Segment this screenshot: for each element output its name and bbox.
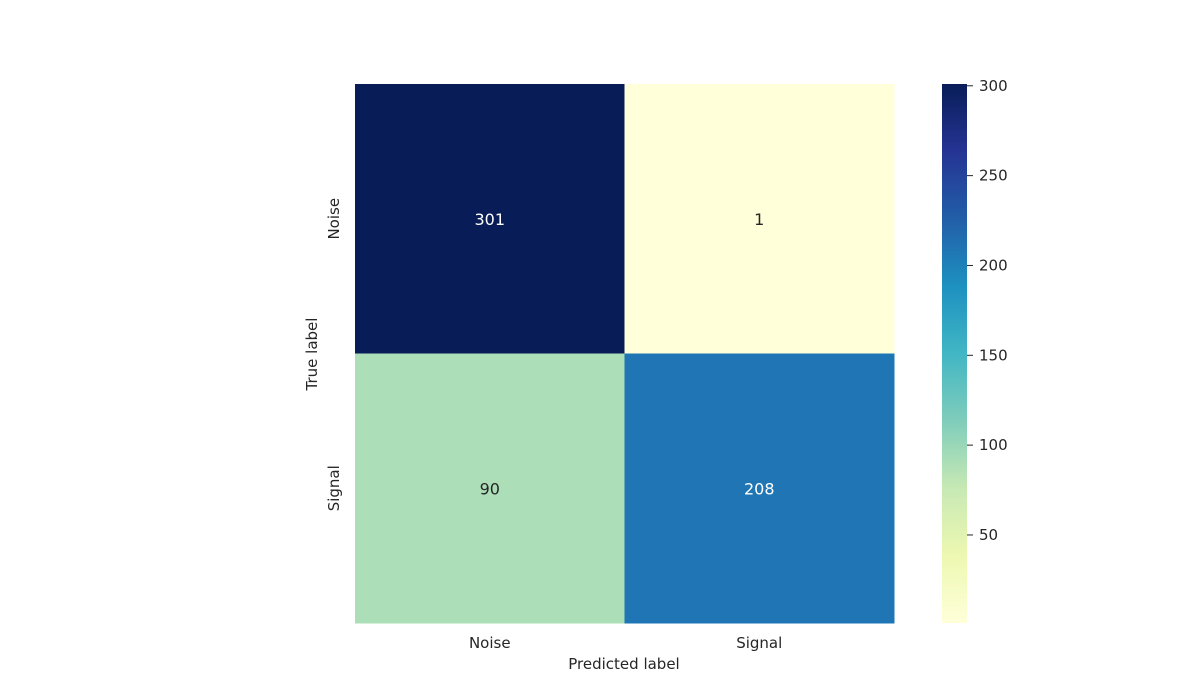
cell-value-label: 301 (474, 210, 505, 229)
y-axis-label: True label (303, 318, 321, 392)
heatmap-cell (355, 84, 625, 354)
heatmap-cell (624, 84, 895, 354)
x-axis-ticks: Noise Signal (469, 634, 782, 652)
colorbar: 50 100 150 200 250 300 (942, 77, 1008, 623)
cell-value-label: 90 (480, 479, 500, 498)
x-axis-label: Predicted label (568, 655, 679, 673)
cell-value-label: 1 (754, 210, 764, 229)
heatmap-cell (624, 353, 895, 624)
colorbar-tick-label: 200 (979, 256, 1008, 274)
y-tick-label: Noise (325, 198, 343, 240)
colorbar-gradient (942, 84, 967, 623)
colorbar-tick-label: 150 (979, 346, 1008, 364)
y-tick-label: Signal (325, 465, 343, 511)
x-tick-label: Signal (736, 634, 782, 652)
x-tick-label: Noise (469, 634, 511, 652)
colorbar-tick-label: 300 (979, 77, 1008, 95)
y-axis-ticks: Noise Signal (325, 198, 343, 511)
cell-value-label: 208 (744, 479, 775, 498)
colorbar-tick-label: 250 (979, 167, 1008, 185)
colorbar-tick-label: 100 (979, 436, 1008, 454)
heatmap-grid: 301 1 90 208 (355, 84, 895, 624)
colorbar-tick-label: 50 (979, 526, 998, 544)
heatmap-cell (355, 353, 625, 624)
